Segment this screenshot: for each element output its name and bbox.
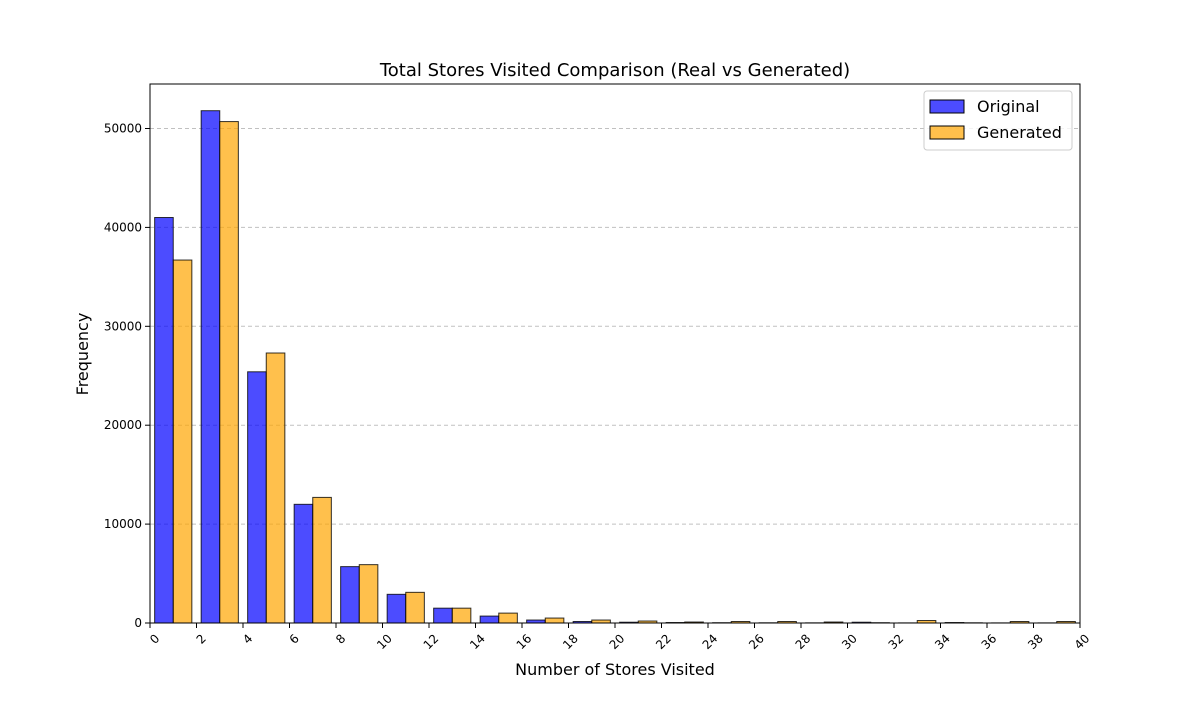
bar-original bbox=[294, 504, 313, 623]
bar-generated bbox=[545, 618, 564, 623]
legend: Original Generated bbox=[924, 91, 1072, 150]
bar-generated bbox=[406, 592, 425, 623]
bar-original bbox=[155, 218, 174, 623]
legend-swatch-generated bbox=[930, 126, 964, 139]
chart-title: Total Stores Visited Comparison (Real vs… bbox=[379, 60, 850, 81]
bar-generated bbox=[173, 260, 192, 623]
bar-original bbox=[480, 616, 499, 623]
y-tick-label: 20000 bbox=[104, 418, 142, 432]
bar-generated bbox=[266, 353, 285, 623]
bar-original bbox=[434, 608, 453, 623]
bar-generated bbox=[452, 608, 471, 623]
y-tick-label: 30000 bbox=[104, 319, 142, 333]
bar-generated bbox=[313, 497, 332, 623]
x-axis-label: Number of Stores Visited bbox=[515, 660, 715, 679]
legend-label-original: Original bbox=[977, 97, 1040, 116]
bar-original bbox=[201, 111, 220, 623]
legend-swatch-original bbox=[930, 100, 964, 113]
y-tick-label: 10000 bbox=[104, 517, 142, 531]
y-axis-label: Frequency bbox=[73, 313, 92, 396]
bar-generated bbox=[359, 565, 378, 623]
y-tick-label: 50000 bbox=[104, 122, 142, 136]
bar-generated bbox=[499, 613, 518, 623]
legend-label-generated: Generated bbox=[977, 123, 1062, 142]
y-tick-label: 0 bbox=[134, 616, 142, 630]
bar-original bbox=[248, 372, 267, 623]
bar-original bbox=[387, 594, 406, 623]
bar-original bbox=[341, 567, 360, 623]
y-tick-label: 40000 bbox=[104, 220, 142, 234]
bar-generated bbox=[220, 122, 239, 623]
